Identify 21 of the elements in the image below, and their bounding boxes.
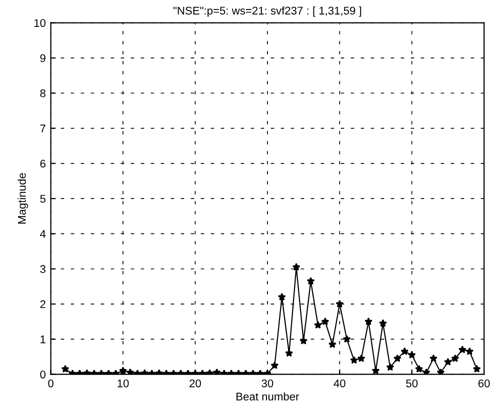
y-tick-label: 0 [40, 370, 46, 378]
x-tick-label: 10 [118, 379, 129, 388]
x-tick-label: 40 [334, 379, 346, 388]
x-tick-label: 50 [406, 379, 418, 388]
y-tick-label: 10 [34, 19, 46, 27]
chart-title: "NSE":p=5: ws=21: svf237 : [ 1,31,59 ] [173, 6, 362, 17]
y-tick-label: 6 [40, 160, 46, 168]
y-tick-label: 7 [40, 124, 46, 132]
y-tick-label: 9 [40, 54, 46, 62]
x-axis-title: Beat number [236, 392, 300, 400]
x-tick-label: 60 [478, 379, 490, 388]
y-axis-title: Magtinude [18, 173, 28, 224]
y-tick-label: 1 [40, 336, 46, 344]
y-tick-label: 5 [40, 194, 46, 203]
y-tick-label: 4 [40, 230, 46, 238]
x-tick-label: 20 [190, 379, 201, 388]
y-tick-label: 3 [40, 265, 46, 274]
x-tick-label: 0 [48, 379, 54, 388]
y-tick-label: 8 [40, 89, 46, 98]
y-tick-label: 2 [40, 300, 46, 308]
x-tick-label: 30 [262, 379, 274, 388]
